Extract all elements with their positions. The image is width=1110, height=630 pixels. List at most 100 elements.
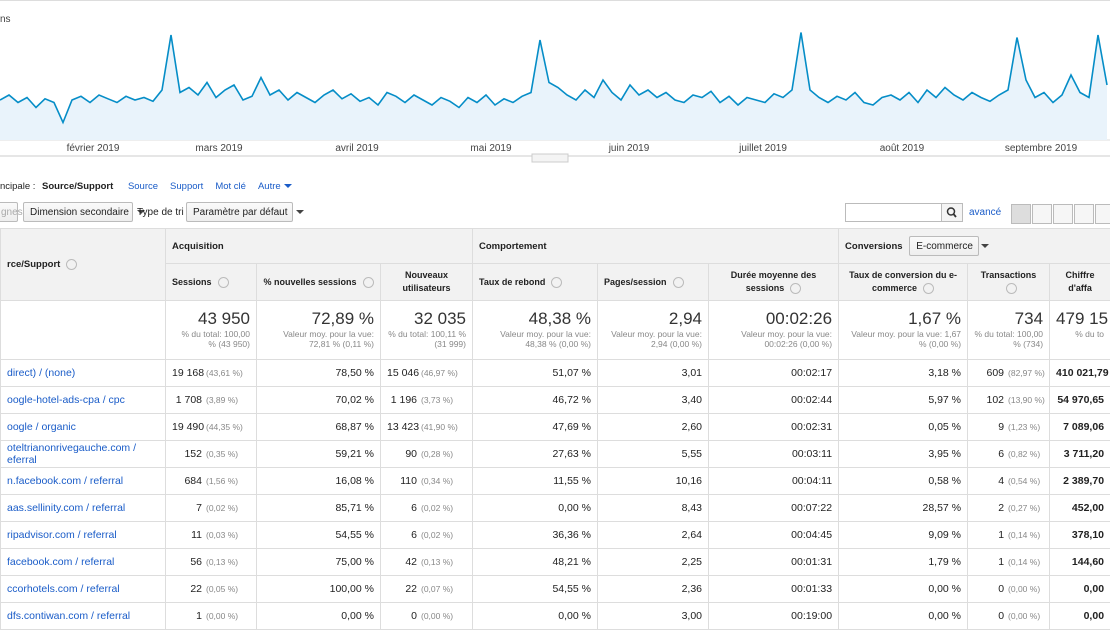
conversions-select[interactable]: E-commerce [909,236,989,256]
view-performance[interactable] [1053,204,1073,224]
header-cell[interactable]: Sessions [165,263,257,301]
source-link[interactable]: aas.sellinity.com / referral [7,502,126,514]
source-link[interactable]: ripadvisor.com / referral [7,529,117,541]
metric-value: 00:03:11 [791,448,833,460]
line [0,32,1108,125]
source-cell: ccorhotels.com / referral [0,575,166,603]
source-link[interactable]: n.facebook.com / referral [7,475,124,487]
metric-value: 1 196 [390,394,417,406]
metric-cell: 0,00 % [472,494,598,522]
metric-cell: 4 (0,54 %) [967,467,1051,495]
secondary-dimension-label: Dimension secondaire [30,207,129,218]
dimension-bar: ncipale : Source/Support Source Support Mo… [0,181,292,192]
metric-cell: 144,60 [1049,548,1110,576]
metric-value: 0,00 % [928,610,962,622]
dimension-link[interactable]: Autre [257,181,281,192]
metric-value: 48,21 % [552,556,591,568]
advanced-link[interactable]: avancé [969,207,1002,218]
dimension-link[interactable]: Mot clé [215,181,246,192]
header-cell[interactable]: Taux de rebond [472,263,598,301]
metric-share: (0,00 %) [421,611,454,621]
source-link[interactable]: oteltrianonrivegauche.com / eferral [7,442,136,466]
help-icon [672,276,684,288]
search-icon [946,207,957,218]
metric-value: 19 168 [172,367,205,379]
rows-button[interactable]: gnes [0,202,23,222]
metric-cell: 54,55 % [256,521,381,549]
metric-value: 1 [196,610,202,622]
data-row: direct) / (none) 19 168 (43,61 %) 78,50 % 15… [0,359,1110,387]
metric-cell: 5,97 % [838,386,969,414]
group-cell: Conversions E-commerce [838,228,1110,264]
total-value: 72,89 % [311,309,374,328]
metric-value: 00:01:31 [791,556,833,568]
total-value: 479 15 [1056,309,1109,328]
metric-cell: 3 711,20 [1049,440,1110,468]
metric-value: 378,10 [1071,529,1105,541]
metric-value: 00:04:45 [791,529,833,541]
header-cell[interactable]: Taux de conversion du e-commerce [838,263,969,301]
dimension-link[interactable]: Support [170,181,204,192]
metric-value: 9 [998,421,1005,433]
metric-share: (41,90 %) [421,422,458,432]
metric-cell: 68,87 % [256,413,381,441]
sort-select[interactable]: Paramètre par défaut [186,202,304,222]
total-value: 2,94 [668,309,702,328]
source-link[interactable]: dfs.contiwan.com / referral [7,610,131,622]
header-cell[interactable]: Chiffre d'affa [1049,263,1110,301]
metric-value: 0,58 % [928,475,962,487]
metric-cell: 0 (0,00 %) [967,602,1051,630]
metric-cell: 0,58 % [838,467,969,495]
view-comparison[interactable] [1074,204,1094,224]
metric-value: 102 [986,394,1005,406]
dimension-link[interactable]: Source [127,181,159,192]
collapse-handle[interactable] [531,153,569,163]
header-cell[interactable]: Transactions [967,263,1051,301]
source-link[interactable]: oogle-hotel-ads-cpa / cpc [7,394,125,406]
header-cell[interactable]: Durée moyenne des sessions [707,263,840,301]
view-pie[interactable] [1032,204,1052,224]
metric-cell: 1 708 (3,89 %) [165,386,257,414]
header-cell[interactable]: % nouvelles sessions [256,263,381,301]
column-header: Chiffre d'affa [1065,270,1095,293]
metric-value: 100,00 % [329,583,374,595]
secondary-dimension[interactable]: Dimension secondaire [23,202,145,222]
metric-value: 56 [190,556,202,568]
source-link[interactable]: direct) / (none) [7,367,76,379]
metric-share: (0,03 %) [206,530,239,540]
x-tick-label: juin 2019 [608,143,650,154]
metric-cell: 19 168 (43,61 %) [165,359,257,387]
view-pivot[interactable] [1095,204,1110,224]
active-dimension[interactable]: Source/Support [42,181,114,192]
source-link[interactable]: facebook.com / referral [7,556,115,568]
data-row: oogle-hotel-ads-cpa / cpc 1 708 (3,89 %) 70… [0,386,1110,414]
metric-share: (0,14 %) [1008,557,1041,567]
header-cell[interactable]: Pages/session [597,263,709,301]
conversions-select-value: E-commerce [916,241,973,252]
metric-cell: 3,95 % [838,440,969,468]
total-note: Valeur moy. pour la vue: 1,67 % (0,00 %) [851,329,962,349]
area [0,32,1107,140]
total-note: Valeur moy. pour la vue: 00:02:26 (0,00 … [741,329,833,349]
view-table[interactable] [1011,204,1031,224]
totals-label-cell [0,300,166,360]
source-link[interactable]: ccorhotels.com / referral [7,583,120,595]
help-icon [923,283,935,295]
column-header: Pages/session [604,276,667,287]
total-note: % du total: 100,00 % (43 950) [181,329,250,349]
search-box[interactable] [845,203,963,222]
sort-value: Paramètre par défaut [193,207,288,218]
metric-cell: 54 970,65 [1049,386,1110,414]
dimension-header: rce/Support [7,259,61,270]
metric-value: 5,97 % [928,394,962,406]
metric-value: 54,55 % [335,529,374,541]
header-cell[interactable]: Nouveaux utilisateurs [380,263,473,301]
metric-cell: 1 (0,00 %) [165,602,257,630]
source-link[interactable]: oogle / organic [7,421,76,433]
metric-cell: 410 021,79 [1049,359,1110,387]
metric-share: (1,23 %) [1008,422,1041,432]
metric-cell: 2,64 [597,521,709,549]
data-row: aas.sellinity.com / referral 7 (0,02 %) 85,… [0,494,1110,522]
metric-cell: 00:03:11 [707,440,840,468]
metric-value: 75,00 % [335,556,374,568]
